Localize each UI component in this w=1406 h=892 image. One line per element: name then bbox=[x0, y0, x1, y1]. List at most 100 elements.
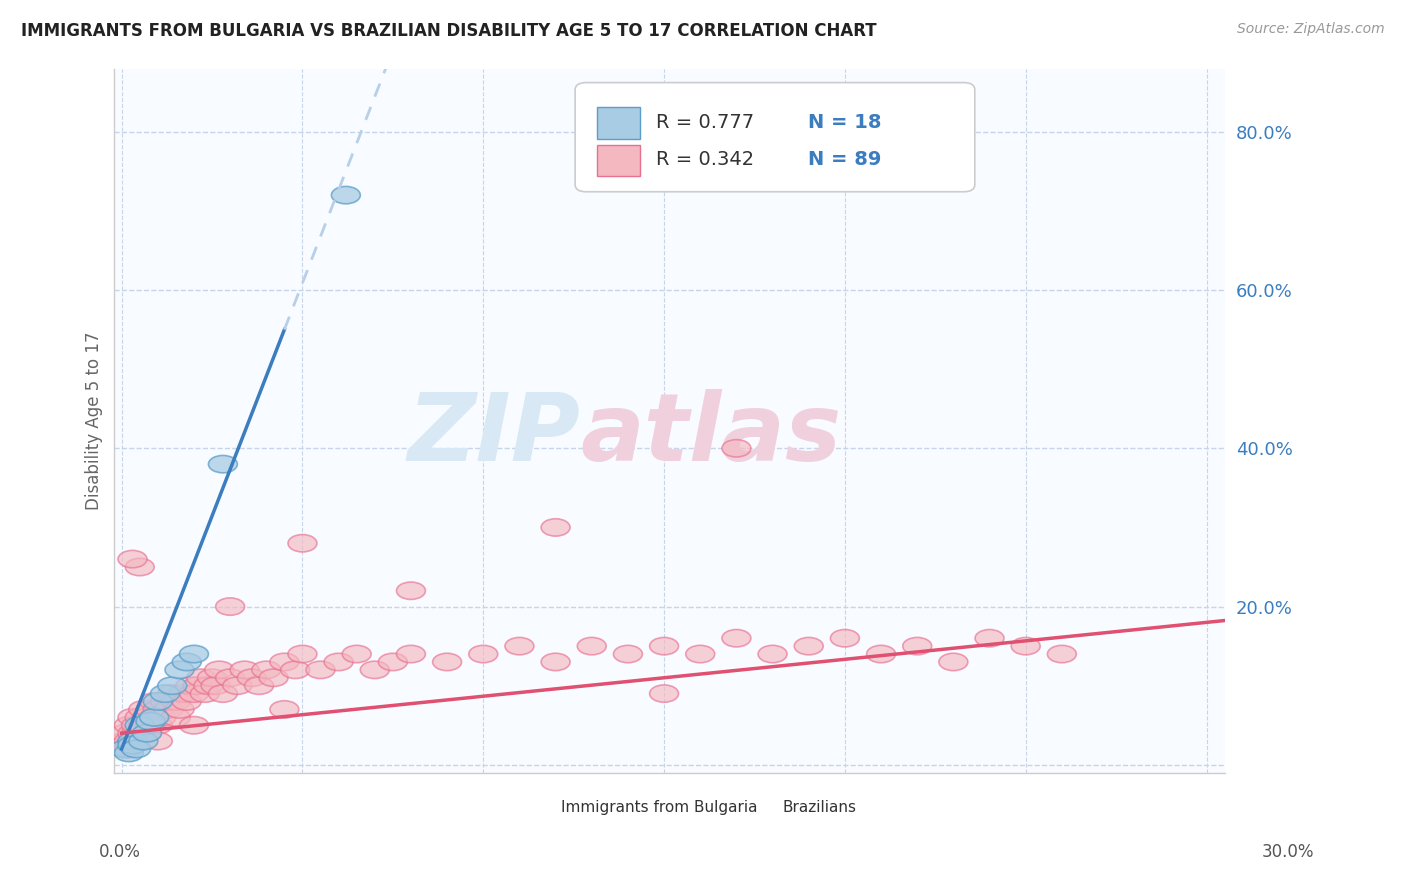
Ellipse shape bbox=[132, 724, 162, 742]
Ellipse shape bbox=[129, 701, 157, 718]
Ellipse shape bbox=[505, 638, 534, 655]
Ellipse shape bbox=[176, 677, 205, 694]
Ellipse shape bbox=[721, 440, 751, 457]
Ellipse shape bbox=[307, 661, 335, 679]
Ellipse shape bbox=[173, 693, 201, 710]
FancyBboxPatch shape bbox=[598, 107, 640, 139]
Ellipse shape bbox=[613, 645, 643, 663]
Ellipse shape bbox=[132, 724, 162, 742]
Ellipse shape bbox=[270, 701, 299, 718]
Ellipse shape bbox=[114, 740, 143, 757]
Ellipse shape bbox=[165, 661, 194, 679]
Ellipse shape bbox=[325, 653, 353, 671]
Ellipse shape bbox=[114, 744, 143, 762]
FancyBboxPatch shape bbox=[526, 797, 553, 820]
Ellipse shape bbox=[396, 582, 426, 599]
Ellipse shape bbox=[396, 645, 426, 663]
Ellipse shape bbox=[541, 519, 569, 536]
Ellipse shape bbox=[288, 534, 316, 552]
Ellipse shape bbox=[252, 661, 281, 679]
Ellipse shape bbox=[139, 693, 169, 710]
Ellipse shape bbox=[342, 645, 371, 663]
Ellipse shape bbox=[114, 716, 143, 734]
Ellipse shape bbox=[122, 732, 150, 750]
Text: atlas: atlas bbox=[581, 389, 842, 481]
Ellipse shape bbox=[208, 685, 238, 702]
Ellipse shape bbox=[125, 724, 155, 742]
Ellipse shape bbox=[758, 645, 787, 663]
Ellipse shape bbox=[122, 740, 150, 757]
Ellipse shape bbox=[231, 661, 259, 679]
Text: Brazilians: Brazilians bbox=[783, 800, 856, 815]
Text: 0.0%: 0.0% bbox=[98, 843, 141, 861]
Ellipse shape bbox=[238, 669, 266, 687]
Text: ZIP: ZIP bbox=[408, 389, 581, 481]
Ellipse shape bbox=[136, 713, 165, 730]
Ellipse shape bbox=[215, 598, 245, 615]
Ellipse shape bbox=[1011, 638, 1040, 655]
Ellipse shape bbox=[143, 693, 173, 710]
Ellipse shape bbox=[118, 732, 148, 750]
Ellipse shape bbox=[215, 669, 245, 687]
Ellipse shape bbox=[939, 653, 967, 671]
FancyBboxPatch shape bbox=[575, 83, 974, 192]
Ellipse shape bbox=[125, 732, 155, 750]
Ellipse shape bbox=[157, 685, 187, 702]
Ellipse shape bbox=[270, 653, 299, 671]
Text: 30.0%: 30.0% bbox=[1263, 843, 1315, 861]
Ellipse shape bbox=[125, 716, 155, 734]
Ellipse shape bbox=[118, 724, 148, 742]
Ellipse shape bbox=[831, 630, 859, 647]
Ellipse shape bbox=[245, 677, 274, 694]
Ellipse shape bbox=[118, 708, 148, 726]
Ellipse shape bbox=[150, 685, 180, 702]
Text: N = 89: N = 89 bbox=[808, 150, 882, 169]
FancyBboxPatch shape bbox=[598, 145, 640, 177]
Ellipse shape bbox=[433, 653, 461, 671]
Ellipse shape bbox=[281, 661, 309, 679]
Ellipse shape bbox=[686, 645, 714, 663]
Text: R = 0.342: R = 0.342 bbox=[657, 150, 754, 169]
Ellipse shape bbox=[180, 685, 208, 702]
Ellipse shape bbox=[139, 708, 169, 726]
Ellipse shape bbox=[118, 732, 148, 750]
Ellipse shape bbox=[201, 677, 231, 694]
Ellipse shape bbox=[118, 736, 148, 754]
Ellipse shape bbox=[111, 740, 139, 757]
Ellipse shape bbox=[224, 677, 252, 694]
Ellipse shape bbox=[148, 708, 176, 726]
Ellipse shape bbox=[143, 732, 173, 750]
Y-axis label: Disability Age 5 to 17: Disability Age 5 to 17 bbox=[86, 331, 103, 510]
Ellipse shape bbox=[866, 645, 896, 663]
Ellipse shape bbox=[721, 630, 751, 647]
Ellipse shape bbox=[150, 693, 180, 710]
Ellipse shape bbox=[122, 724, 150, 742]
Ellipse shape bbox=[125, 708, 155, 726]
Ellipse shape bbox=[169, 685, 198, 702]
Ellipse shape bbox=[118, 550, 148, 568]
Ellipse shape bbox=[157, 677, 187, 694]
Ellipse shape bbox=[173, 653, 201, 671]
Ellipse shape bbox=[190, 685, 219, 702]
Ellipse shape bbox=[111, 732, 139, 750]
Ellipse shape bbox=[125, 558, 155, 575]
Ellipse shape bbox=[360, 661, 389, 679]
Ellipse shape bbox=[541, 653, 569, 671]
Ellipse shape bbox=[794, 638, 823, 655]
Ellipse shape bbox=[378, 653, 408, 671]
Ellipse shape bbox=[129, 716, 157, 734]
Ellipse shape bbox=[650, 638, 679, 655]
Ellipse shape bbox=[180, 716, 208, 734]
Ellipse shape bbox=[180, 645, 208, 663]
Ellipse shape bbox=[143, 701, 173, 718]
Ellipse shape bbox=[122, 716, 150, 734]
Text: IMMIGRANTS FROM BULGARIA VS BRAZILIAN DISABILITY AGE 5 TO 17 CORRELATION CHART: IMMIGRANTS FROM BULGARIA VS BRAZILIAN DI… bbox=[21, 22, 877, 40]
Ellipse shape bbox=[143, 716, 173, 734]
Ellipse shape bbox=[903, 638, 932, 655]
Ellipse shape bbox=[183, 677, 212, 694]
Ellipse shape bbox=[139, 708, 169, 726]
Ellipse shape bbox=[132, 708, 162, 726]
FancyBboxPatch shape bbox=[747, 797, 775, 820]
Ellipse shape bbox=[165, 701, 194, 718]
Text: N = 18: N = 18 bbox=[808, 112, 882, 131]
